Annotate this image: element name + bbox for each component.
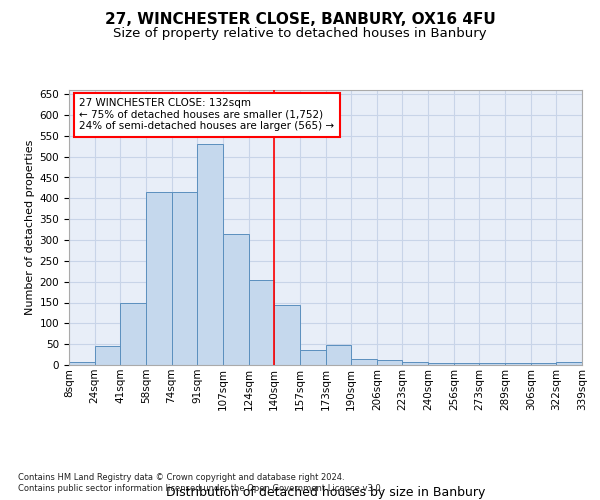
Bar xyxy=(428,363,454,365)
Bar xyxy=(223,234,248,365)
Bar xyxy=(146,192,172,365)
Bar xyxy=(300,350,325,365)
Bar xyxy=(95,346,121,365)
Text: 27, WINCHESTER CLOSE, BANBURY, OX16 4FU: 27, WINCHESTER CLOSE, BANBURY, OX16 4FU xyxy=(104,12,496,28)
Bar xyxy=(248,280,274,365)
Bar xyxy=(531,363,556,365)
Bar xyxy=(403,362,428,365)
Bar xyxy=(325,345,351,365)
Bar xyxy=(351,359,377,365)
X-axis label: Distribution of detached houses by size in Banbury: Distribution of detached houses by size … xyxy=(166,486,485,500)
Bar xyxy=(556,362,582,365)
Text: Contains HM Land Registry data © Crown copyright and database right 2024.: Contains HM Land Registry data © Crown c… xyxy=(18,472,344,482)
Text: Contains public sector information licensed under the Open Government Licence v3: Contains public sector information licen… xyxy=(18,484,383,493)
Y-axis label: Number of detached properties: Number of detached properties xyxy=(25,140,35,315)
Text: Size of property relative to detached houses in Banbury: Size of property relative to detached ho… xyxy=(113,28,487,40)
Bar xyxy=(69,362,95,365)
Bar xyxy=(121,302,146,365)
Text: 27 WINCHESTER CLOSE: 132sqm
← 75% of detached houses are smaller (1,752)
24% of : 27 WINCHESTER CLOSE: 132sqm ← 75% of det… xyxy=(79,98,334,132)
Bar xyxy=(274,306,300,365)
Bar xyxy=(377,360,403,365)
Bar xyxy=(454,363,479,365)
Bar xyxy=(172,192,197,365)
Bar xyxy=(197,144,223,365)
Bar xyxy=(505,363,531,365)
Bar xyxy=(479,363,505,365)
